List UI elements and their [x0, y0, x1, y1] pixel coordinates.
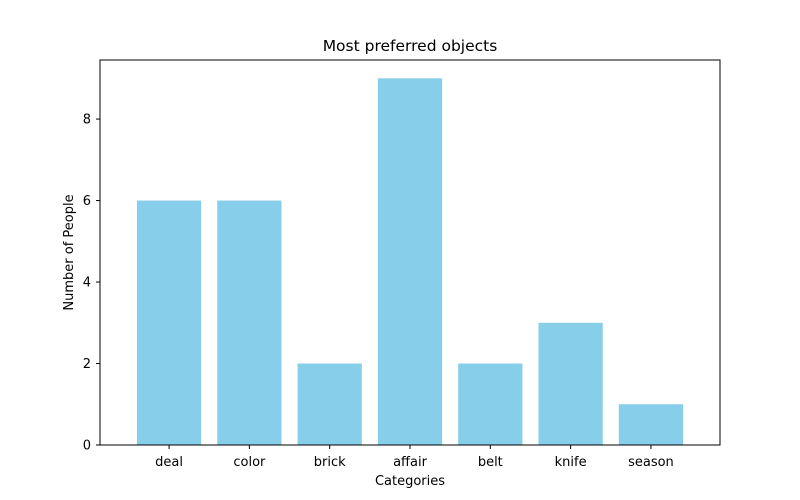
chart-title: Most preferred objects	[323, 37, 498, 55]
x-tick-label: deal	[155, 455, 183, 470]
bar-affair	[377, 78, 443, 445]
bar-knife	[538, 322, 603, 445]
y-tick-label: 4	[83, 276, 91, 291]
x-tick-label: belt	[478, 455, 503, 470]
x-tick-label: affair	[393, 455, 428, 470]
y-tick-label: 6	[83, 194, 91, 209]
y-tick-label: 2	[83, 357, 91, 372]
plot-frame	[99, 59, 721, 446]
x-axis-label: Categories	[375, 474, 445, 489]
y-tick-label: 0	[83, 439, 91, 454]
bar-brick	[297, 363, 362, 445]
bar-belt	[458, 363, 523, 445]
bars-group	[136, 78, 684, 445]
x-axis-ticks: deal color brick affair belt knife season	[155, 445, 674, 470]
x-tick-label: color	[233, 455, 266, 470]
y-axis-label: Number of People	[62, 194, 77, 310]
x-tick-label: season	[628, 455, 674, 470]
y-tick-label: 8	[83, 113, 91, 128]
x-tick-label: brick	[314, 455, 346, 470]
bar-deal	[136, 200, 202, 445]
bar-color	[217, 200, 282, 445]
bar-season	[618, 404, 684, 445]
x-tick-label: knife	[555, 455, 587, 470]
y-axis-ticks: 0 2 4 6 8	[83, 113, 100, 454]
